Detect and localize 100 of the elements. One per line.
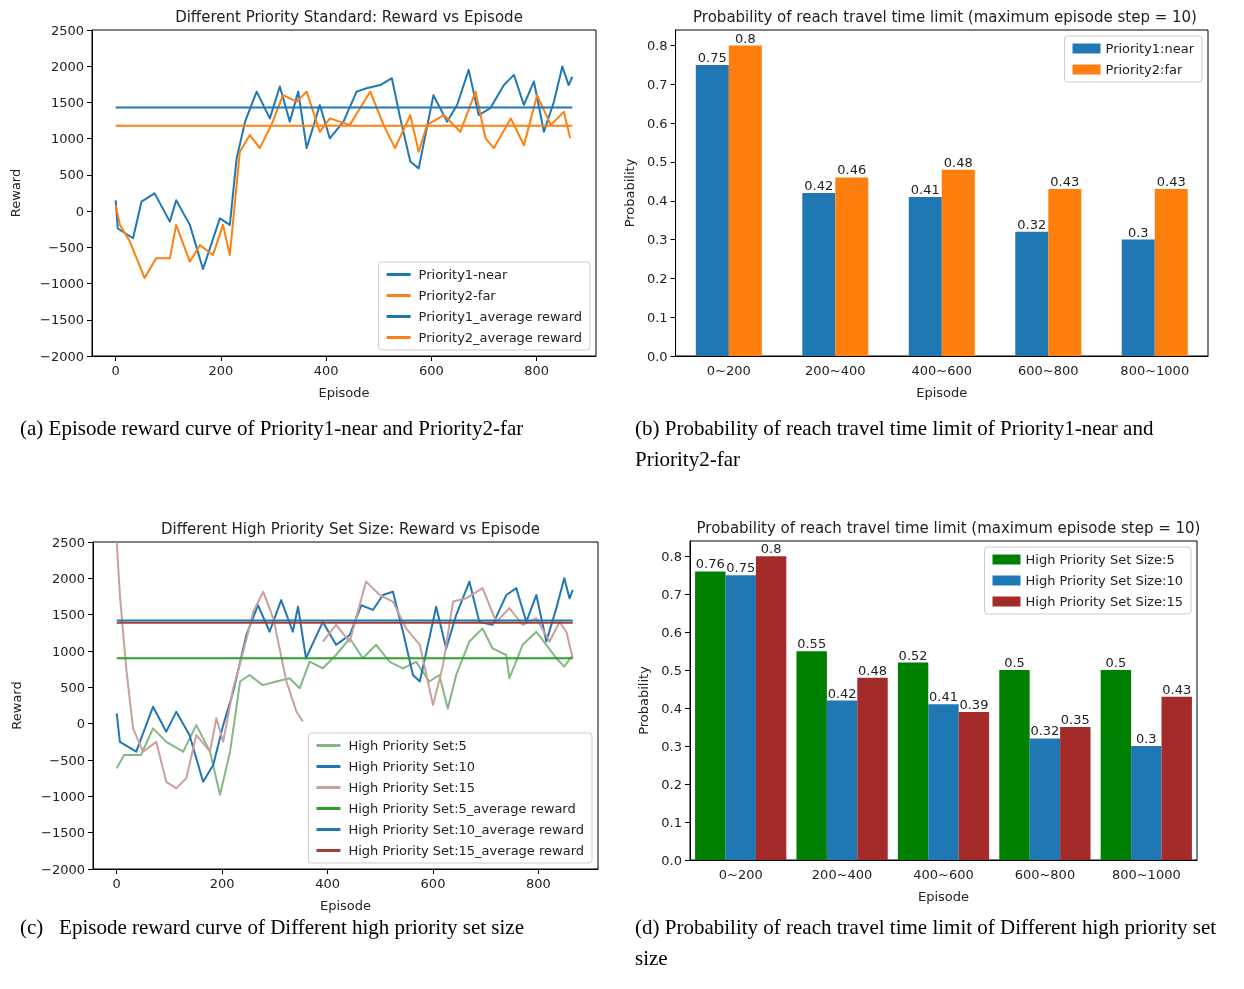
- text: (d) Probability of reach travel time limit of Different high priority set size: [635, 914, 1222, 970]
- line-series: [114, 65, 574, 271]
- y-tick-label: 1000: [50, 131, 84, 147]
- x-tick-label: 400~600: [913, 867, 974, 882]
- text: (a) Episode reward curve of Priority1-near and Priority2-far: [20, 415, 524, 440]
- y-tick-label: 0: [75, 203, 84, 219]
- y-tick-label: −2000: [41, 861, 85, 877]
- x-tick-label: 600: [420, 876, 446, 891]
- bar: [695, 571, 726, 860]
- data-label: 0.42: [827, 685, 857, 701]
- x-tick-label: 200: [208, 363, 234, 378]
- line-series: [115, 627, 574, 796]
- data-label: 0.48: [858, 662, 887, 678]
- x-tick-label: 0~200: [706, 363, 751, 378]
- legend-label: Priority1:near: [1105, 41, 1195, 56]
- bar: [835, 177, 869, 356]
- data-label: 0.75: [697, 49, 727, 65]
- bar: [1121, 239, 1155, 356]
- chart-title: Different High Priority Set Size: Reward vs Episode: [161, 519, 540, 538]
- bar: [1100, 670, 1132, 860]
- bar: [999, 670, 1030, 860]
- y-tick-label: 0.0: [661, 852, 682, 868]
- data-label: 0.55: [797, 636, 827, 652]
- y-tick-label: −1000: [40, 276, 84, 292]
- y-tick-label: 0.7: [661, 586, 682, 602]
- bar: [725, 575, 756, 860]
- x-tick-label: 800~1000: [1120, 363, 1190, 378]
- legend-label: Priority2-far: [418, 288, 497, 303]
- y-tick-label: 0.5: [661, 662, 682, 678]
- text: (c) Episode reward curve of Different high priority set size: [20, 914, 525, 939]
- legend-label: Priority2:far: [1105, 62, 1183, 77]
- y-tick-label: 2000: [51, 570, 85, 586]
- y-tick-label: 1500: [50, 94, 84, 110]
- y-tick-label: 2000: [50, 58, 84, 74]
- text: (b) Probability of reach travel time limit of Priority1-near and Priority2-far: [635, 415, 1159, 471]
- y-tick-label: 0.1: [646, 309, 668, 325]
- y-tick-label: 0.8: [646, 38, 668, 54]
- data-label: 0.43: [1156, 174, 1186, 190]
- x-axis-title: Episode: [917, 889, 970, 904]
- y-tick-label: 1500: [51, 607, 85, 623]
- bar: [1161, 696, 1192, 860]
- y-tick-label: 0: [76, 716, 85, 732]
- data-label: 0.42: [804, 178, 834, 193]
- data-label: 0.32: [1030, 723, 1060, 739]
- x-tick-label: 800: [524, 363, 549, 378]
- x-axis-title: Episode: [319, 898, 372, 913]
- y-tick-label: −1500: [40, 312, 84, 328]
- data-label: 0.8: [734, 30, 756, 46]
- data-label: 0.52: [898, 647, 928, 663]
- x-tick-label: 200: [209, 876, 235, 891]
- x-tick-label: 0~200: [718, 867, 763, 882]
- x-tick-label: 200~400: [805, 363, 866, 378]
- legend-label: High Priority Set:15_average reward: [348, 843, 585, 858]
- x-tick-label: 200~400: [811, 867, 873, 882]
- x-tick-label: 0: [111, 363, 120, 378]
- y-tick-label: 2500: [51, 534, 85, 550]
- x-axis-title: Episode: [916, 385, 968, 400]
- chart-title: Different Priority Standard: Reward vs Episode: [175, 7, 523, 26]
- legend-label: High Priority Set Size:10: [1025, 573, 1183, 588]
- legend-label: High Priority Set Size:5: [1025, 552, 1175, 567]
- data-label: 0.5: [1004, 655, 1025, 671]
- x-tick-label: 800: [526, 876, 551, 891]
- data-label: 0.46: [837, 162, 867, 178]
- legend-label: High Priority Set:5: [348, 738, 467, 753]
- y-tick-label: 0.3: [646, 232, 668, 248]
- y-tick-label: 500: [59, 167, 84, 183]
- data-label: 0.43: [1050, 174, 1080, 190]
- data-label: 0.3: [1135, 731, 1157, 747]
- bar: [1131, 746, 1162, 860]
- y-tick-label: 0.6: [661, 624, 682, 640]
- data-label: 0.35: [1060, 712, 1090, 728]
- y-tick-label: 0.6: [646, 115, 668, 131]
- x-tick-label: 400~600: [911, 363, 973, 378]
- y-tick-label: 2500: [50, 22, 84, 38]
- bar: [928, 704, 959, 860]
- chart-title: Probability of reach travel time limit (maximum episode step = 10): [693, 7, 1197, 26]
- x-tick-label: 600~800: [1018, 363, 1079, 378]
- bar: [908, 196, 942, 356]
- data-label: 0.41: [910, 181, 940, 197]
- bar: [1048, 189, 1082, 356]
- bar: [755, 556, 787, 860]
- legend-label: Priority1-near: [418, 267, 509, 282]
- x-tick-label: 600~800: [1014, 867, 1076, 882]
- legend-label: High Priority Set Size:15: [1025, 594, 1183, 609]
- y-tick-label: 0.4: [661, 700, 682, 716]
- x-axis-title: Episode: [318, 385, 370, 400]
- legend-label: Priority2_average reward: [418, 330, 583, 345]
- bar: [1060, 727, 1091, 860]
- data-label: 0.5: [1105, 655, 1127, 671]
- bar: [941, 169, 975, 356]
- y-tick-label: 1000: [51, 643, 85, 659]
- y-tick-label: 0.8: [661, 548, 682, 564]
- data-label: 0.8: [760, 541, 782, 557]
- x-tick-label: 400: [315, 876, 340, 891]
- y-tick-label: −2000: [40, 348, 84, 364]
- y-tick-label: 0.5: [646, 154, 668, 170]
- bar: [796, 651, 827, 860]
- y-tick-label: 0.0: [646, 348, 668, 364]
- data-label: 0.48: [943, 154, 973, 170]
- legend-label: High Priority Set:10: [348, 759, 476, 774]
